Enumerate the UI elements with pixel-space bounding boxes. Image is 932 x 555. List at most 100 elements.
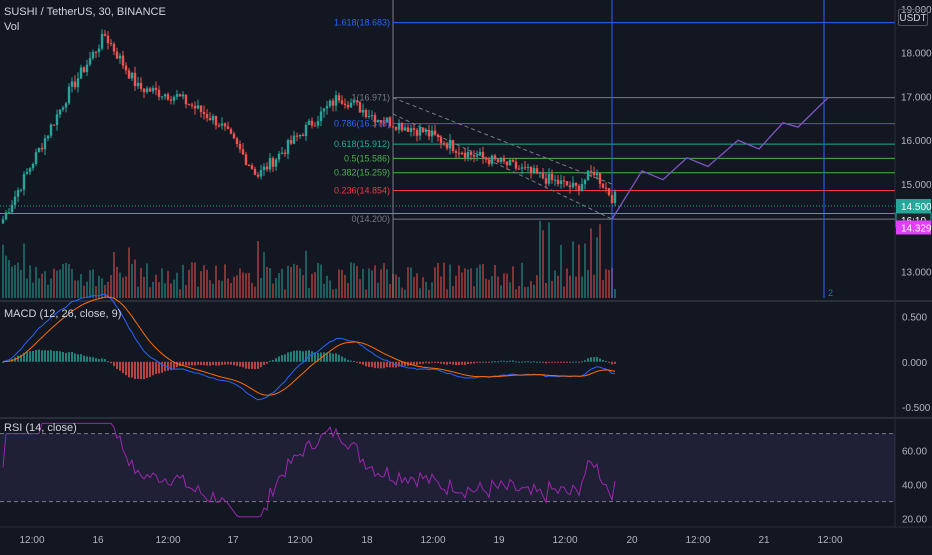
candle (127, 67, 131, 80)
candle (508, 158, 512, 166)
volume-bar (131, 263, 133, 298)
volume-bar (512, 266, 514, 298)
candle (349, 98, 353, 108)
macd-histogram-bar (29, 351, 31, 362)
macd-histogram-bar (50, 350, 52, 362)
volume-bar (263, 252, 265, 298)
candle-body (355, 100, 359, 103)
candle-body (421, 127, 425, 133)
candle-body (289, 140, 293, 144)
candle-body (538, 172, 542, 174)
candle-body (472, 155, 476, 157)
macd-histogram-bar (476, 361, 478, 363)
candle (595, 169, 599, 180)
candle-body (196, 105, 200, 109)
volume-bar (602, 280, 604, 298)
volume-bar (197, 286, 199, 298)
price-axis-tick: 13.000 (901, 268, 932, 279)
macd-histogram-bar (236, 361, 238, 366)
macd-histogram-bar (314, 352, 316, 362)
candle (313, 121, 317, 127)
candle (376, 119, 380, 123)
candle-body (526, 166, 530, 168)
volume-bar (140, 267, 142, 298)
time-axis-tick: 16 (92, 535, 104, 546)
volume-bar (563, 286, 565, 298)
volume-bar (212, 283, 214, 298)
candle-body (460, 152, 464, 154)
candle (202, 105, 206, 120)
candle (490, 154, 494, 167)
macd-histogram-bar (107, 361, 109, 363)
macd-histogram-bar (302, 351, 304, 362)
volume-bar (74, 280, 76, 298)
candle-body (313, 125, 317, 127)
volume-bar (44, 271, 46, 298)
candle (82, 66, 86, 73)
volume-bar (566, 268, 568, 298)
macd-histogram-bar (386, 361, 388, 368)
macd-histogram-bar (287, 352, 289, 362)
candle-body (79, 67, 83, 79)
macd-line (2, 293, 616, 401)
macd-histogram-bar (488, 361, 490, 363)
volume-bar (338, 269, 340, 298)
candle (280, 146, 284, 155)
candle-body (298, 134, 302, 137)
macd-histogram-bar (587, 358, 589, 362)
candle (532, 164, 536, 175)
candle (586, 169, 590, 181)
volume-bar (41, 273, 43, 298)
candle (505, 161, 509, 170)
candle-body (70, 81, 74, 87)
candle-body (496, 159, 500, 163)
macd-histogram-bar (176, 361, 178, 368)
rsi-pane: 60.00 40.00 20.00 (0, 422, 927, 526)
candle (220, 117, 224, 130)
candle (436, 133, 440, 142)
candle (244, 152, 248, 166)
candle-body (19, 189, 23, 191)
macd-histogram-bar (239, 361, 241, 367)
macd-histogram-bar (596, 356, 598, 362)
candle-body (61, 107, 65, 110)
candle (34, 148, 38, 167)
candle-body (370, 115, 374, 117)
time-axis-tick: 12:00 (155, 535, 180, 546)
time-axis-tick: 18 (361, 535, 373, 546)
candle (256, 172, 260, 179)
volume-bar (455, 275, 457, 298)
volume-bar (509, 282, 511, 298)
candle (61, 105, 65, 112)
candle-body (310, 120, 314, 126)
macd-axis-tick: -0.500 (902, 403, 931, 414)
macd-histogram-bar (344, 358, 346, 362)
macd-histogram-bar (479, 361, 481, 363)
projection-path (611, 97, 829, 220)
candle (598, 172, 602, 189)
candle-body (28, 168, 32, 172)
candle-body (328, 100, 332, 107)
candle (211, 113, 215, 125)
candle-body (286, 140, 290, 155)
candle (109, 39, 113, 47)
candle (433, 124, 437, 137)
candle (160, 96, 164, 100)
macd-histogram-bar (482, 361, 484, 363)
candle-body (244, 154, 248, 165)
candle-body (478, 151, 482, 156)
candle-body (52, 124, 56, 126)
volume-bar (284, 289, 286, 298)
volume-bar (245, 273, 247, 298)
candle-body (175, 94, 179, 97)
candle-body (55, 114, 59, 126)
volume-bar (518, 285, 520, 298)
macd-histogram-bar (377, 361, 379, 369)
candle (403, 124, 407, 132)
macd-histogram-bar (128, 361, 130, 378)
currency-button[interactable]: USDT (898, 9, 928, 26)
candle (136, 76, 140, 90)
candle-body (406, 127, 410, 132)
